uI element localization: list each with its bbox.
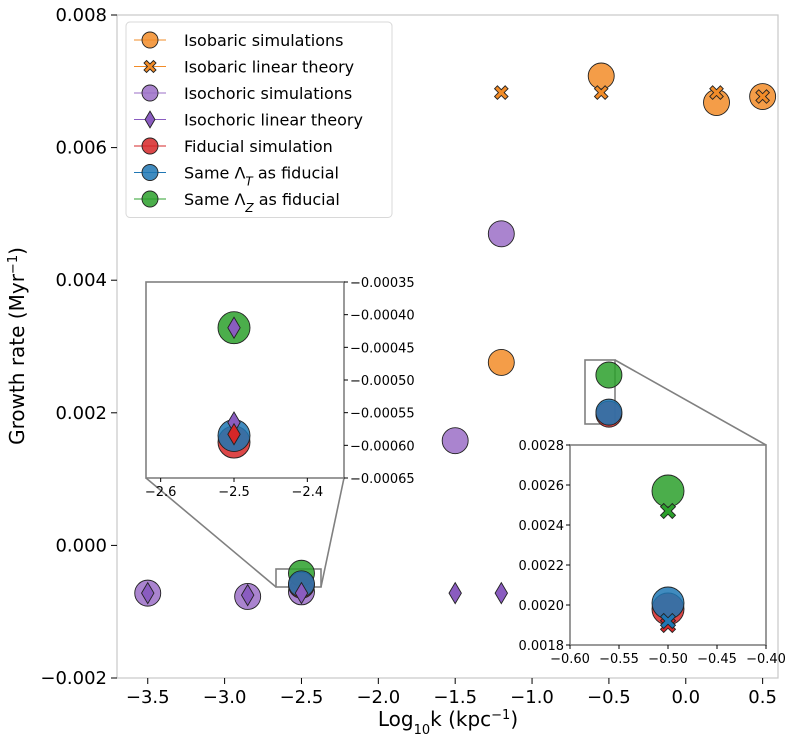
y-tick-label: 0.002	[55, 403, 107, 424]
y-axis-label: Growth rate (Myr−1)	[5, 247, 29, 445]
legend-marker	[141, 84, 159, 102]
x-tick-label: −3.5	[126, 687, 170, 708]
main-axis-ticks: −3.5 −3.0 −2.5 −2.0 −1.5 −1.0 −0.5 0.0 0.5 −0.002…	[40, 5, 777, 708]
legend: Isobaric simulations Isobaric linear theo…	[125, 21, 393, 218]
inset-data-point	[227, 422, 241, 446]
legend-marker	[141, 31, 159, 49]
data-point	[493, 85, 509, 100]
data-point	[709, 85, 724, 100]
zoom-connector	[614, 359, 767, 446]
inset-data-point	[651, 474, 685, 508]
legend-marker	[141, 164, 159, 181]
inset-data-point	[659, 502, 677, 520]
inset-y-tick-label: −0.00050	[350, 374, 415, 389]
x-tick-label: −0.5	[587, 687, 631, 708]
inset-x-tick-label: −2.6	[145, 485, 177, 500]
data-point	[593, 85, 609, 100]
plot-area	[116, 14, 779, 679]
data-point	[240, 583, 255, 607]
inset-x-tick-label: −0.40	[746, 652, 786, 667]
y-tick-label: 0.004	[55, 270, 107, 291]
y-tick-label: −0.002	[40, 668, 107, 689]
data-point	[141, 581, 155, 605]
x-tick-label: −1.0	[510, 687, 554, 708]
data-point	[755, 89, 771, 104]
y-tick-label: 0.000	[55, 535, 107, 556]
legend-label: Isochoric simulations	[184, 84, 352, 103]
inset-x-tick-label: −0.50	[648, 652, 688, 667]
inset-left: −2.6 −2.5 −2.4 −0.00035 −0.00040 −0.00045 −0.0…	[145, 276, 415, 500]
inset-y-tick-label: −0.00055	[350, 407, 415, 422]
inset-x-tick-label: −2.5	[218, 485, 250, 500]
y-tick-label: 0.006	[55, 138, 107, 159]
inset-right: −0.60 −0.55 −0.50 −0.45 −0.40 0.0018 0.0020 0.0…	[519, 439, 786, 667]
x-tick-label: 0.5	[748, 687, 777, 708]
inset-y-tick-label: 0.0028	[519, 439, 565, 454]
inset-x-tick-label: −2.4	[292, 485, 324, 500]
data-point	[595, 398, 623, 426]
legend-box	[125, 21, 393, 218]
data-point	[487, 348, 515, 376]
inset-y-tick-label: −0.00060	[350, 439, 415, 454]
inset-y-tick-label: −0.00045	[350, 341, 415, 356]
inset-x-tick-label: −0.55	[599, 652, 639, 667]
inset-y-tick-label: 0.0020	[519, 599, 565, 614]
y-tick-label: 0.008	[55, 5, 107, 26]
legend-marker	[141, 137, 159, 155]
legend-label: Isobaric simulations	[184, 31, 343, 50]
data-point	[487, 220, 515, 248]
x-tick-label: −2.0	[356, 687, 400, 708]
inset-data-point	[651, 586, 685, 620]
inset-y-tick-label: −0.00035	[350, 276, 415, 291]
x-tick-label: −2.5	[280, 687, 324, 708]
x-tick-label: −3.0	[203, 687, 247, 708]
data-point	[494, 581, 509, 605]
zoom-connector	[145, 477, 277, 588]
data-point	[448, 581, 462, 605]
legend-label: Isobaric linear theory	[184, 58, 354, 77]
legend-marker	[143, 59, 157, 74]
legend-label: Isochoric linear theory	[184, 111, 363, 130]
inset-x-tick-label: −0.45	[697, 652, 737, 667]
inset-data-point	[227, 316, 241, 340]
legend-label: Fiducial simulation	[184, 137, 333, 156]
data-point	[294, 581, 309, 605]
data-point	[595, 361, 623, 389]
x-tick-label: −1.5	[433, 687, 477, 708]
legend-marker	[141, 190, 159, 208]
legend-marker	[144, 110, 156, 129]
inset-y-tick-label: 0.0026	[519, 479, 565, 494]
x-tick-label: 0.0	[671, 687, 700, 708]
inset-y-tick-label: 0.0024	[519, 519, 565, 534]
inset-x-tick-label: −0.60	[550, 652, 590, 667]
inset-y-tick-label: −0.00040	[350, 309, 415, 324]
inset-y-tick-label: −0.00065	[350, 472, 415, 487]
data-point	[587, 62, 615, 90]
zoom-connector	[320, 477, 345, 588]
inset-y-tick-label: 0.0022	[519, 559, 565, 574]
inset-y-tick-label: 0.0018	[519, 639, 565, 654]
data-point	[441, 427, 469, 455]
inset-frame	[145, 281, 345, 479]
main-data-points	[134, 62, 777, 610]
inset-data-point	[659, 612, 677, 630]
